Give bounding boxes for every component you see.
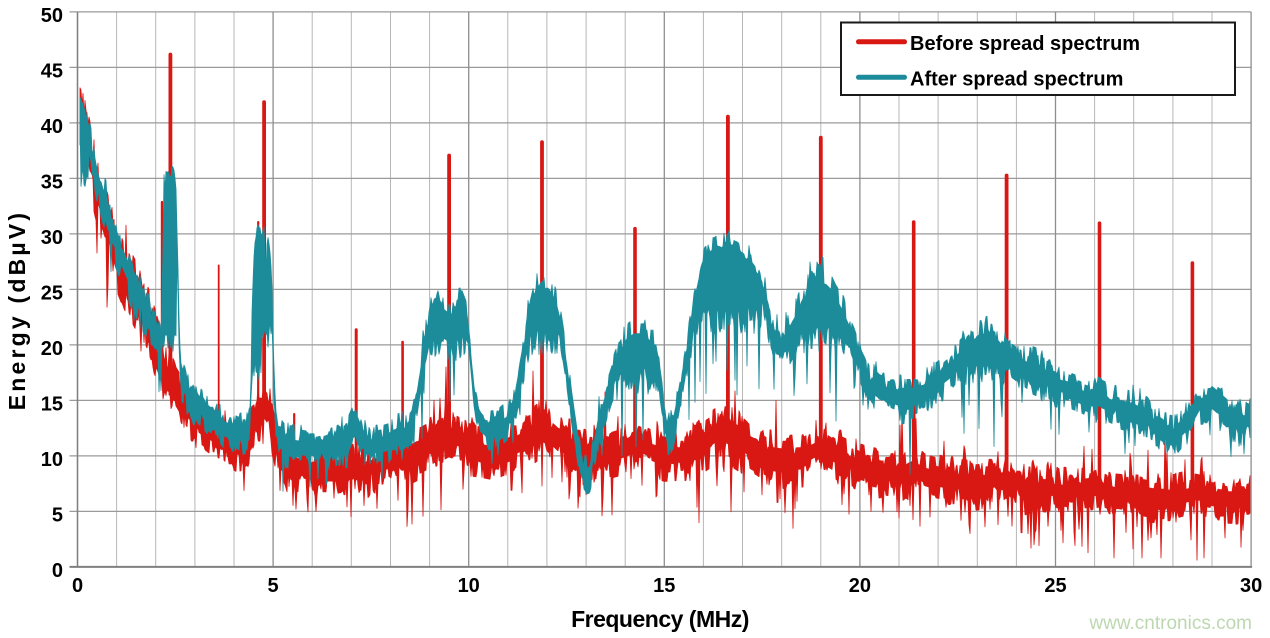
svg-text:30: 30 [41, 227, 63, 249]
svg-text:45: 45 [41, 60, 63, 82]
svg-text:25: 25 [41, 282, 63, 304]
svg-text:15: 15 [41, 393, 63, 415]
svg-text:Energy (dBµV): Energy (dBµV) [4, 210, 30, 411]
svg-text:40: 40 [41, 116, 63, 138]
svg-text:20: 20 [849, 575, 871, 597]
svg-text:www.cntronics.com: www.cntronics.com [1088, 613, 1252, 634]
svg-text:After spread spectrum: After spread spectrum [910, 68, 1123, 90]
svg-text:Frequency (MHz): Frequency (MHz) [571, 606, 749, 632]
svg-text:50: 50 [41, 5, 63, 27]
svg-text:0: 0 [72, 575, 83, 597]
svg-text:0: 0 [52, 560, 63, 582]
svg-text:5: 5 [268, 575, 279, 597]
svg-text:20: 20 [41, 338, 63, 360]
svg-text:Before spread spectrum: Before spread spectrum [910, 33, 1140, 55]
svg-text:30: 30 [1240, 575, 1262, 597]
svg-text:35: 35 [41, 171, 63, 193]
svg-text:10: 10 [41, 449, 63, 471]
svg-text:25: 25 [1044, 575, 1066, 597]
svg-text:15: 15 [653, 575, 675, 597]
svg-text:10: 10 [458, 575, 480, 597]
svg-text:5: 5 [52, 504, 63, 526]
